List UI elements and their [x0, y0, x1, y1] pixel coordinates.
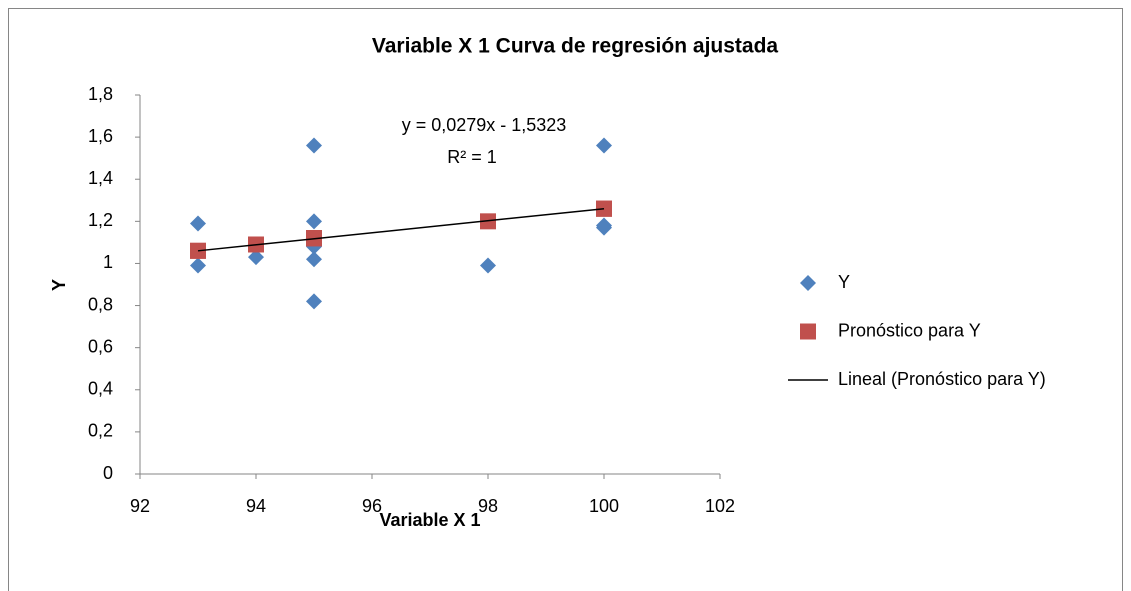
- y-tick-label: 1,8: [88, 84, 113, 104]
- x-tick-label: 92: [130, 496, 150, 516]
- diamond-point: [596, 219, 612, 236]
- y-tick-label: 0,4: [88, 379, 113, 399]
- diamond-point: [480, 257, 496, 274]
- y-tick-label: 1,4: [88, 168, 113, 188]
- diamond-point: [596, 137, 612, 154]
- chart-frame: [8, 8, 1123, 591]
- y-tick-label: 0,6: [88, 336, 113, 356]
- diamond-point: [306, 251, 322, 268]
- x-tick-label: 102: [705, 496, 735, 516]
- diamond-point: [190, 257, 206, 274]
- trendline: [197, 207, 605, 252]
- y-tick-label: 0,2: [88, 421, 113, 441]
- y-tick-label: 0,8: [88, 294, 113, 314]
- diamond-point: [306, 213, 322, 230]
- trendline-equation: y = 0,0279x - 1,5323: [402, 115, 567, 135]
- x-tick-label: 100: [589, 496, 619, 516]
- r-squared: R² = 1: [447, 147, 497, 167]
- y-tick-label: 1,6: [88, 126, 113, 146]
- legend-label: Pronóstico para Y: [838, 320, 981, 340]
- diamond-point: [306, 293, 322, 310]
- y-tick-label: 0: [103, 463, 113, 483]
- legend-marker: [800, 323, 816, 340]
- x-tick-label: 94: [246, 496, 266, 516]
- chart-title: Variable X 1 Curva de regresión ajustada: [372, 35, 778, 58]
- diamond-point: [306, 137, 322, 154]
- x-tick-label: 96: [362, 496, 382, 516]
- legend-label: Y: [838, 272, 850, 292]
- x-axis-label: Variable X 1: [379, 510, 480, 530]
- y-tick-label: 1: [103, 252, 113, 272]
- legend-marker: [800, 275, 816, 291]
- legend-label: Lineal (Pronóstico para Y): [838, 369, 1046, 389]
- y-tick-label: 1,2: [88, 210, 113, 230]
- diamond-point: [248, 249, 264, 266]
- y-axis-label: Y: [49, 279, 69, 291]
- x-tick-label: 98: [478, 496, 498, 516]
- diamond-point: [190, 215, 206, 232]
